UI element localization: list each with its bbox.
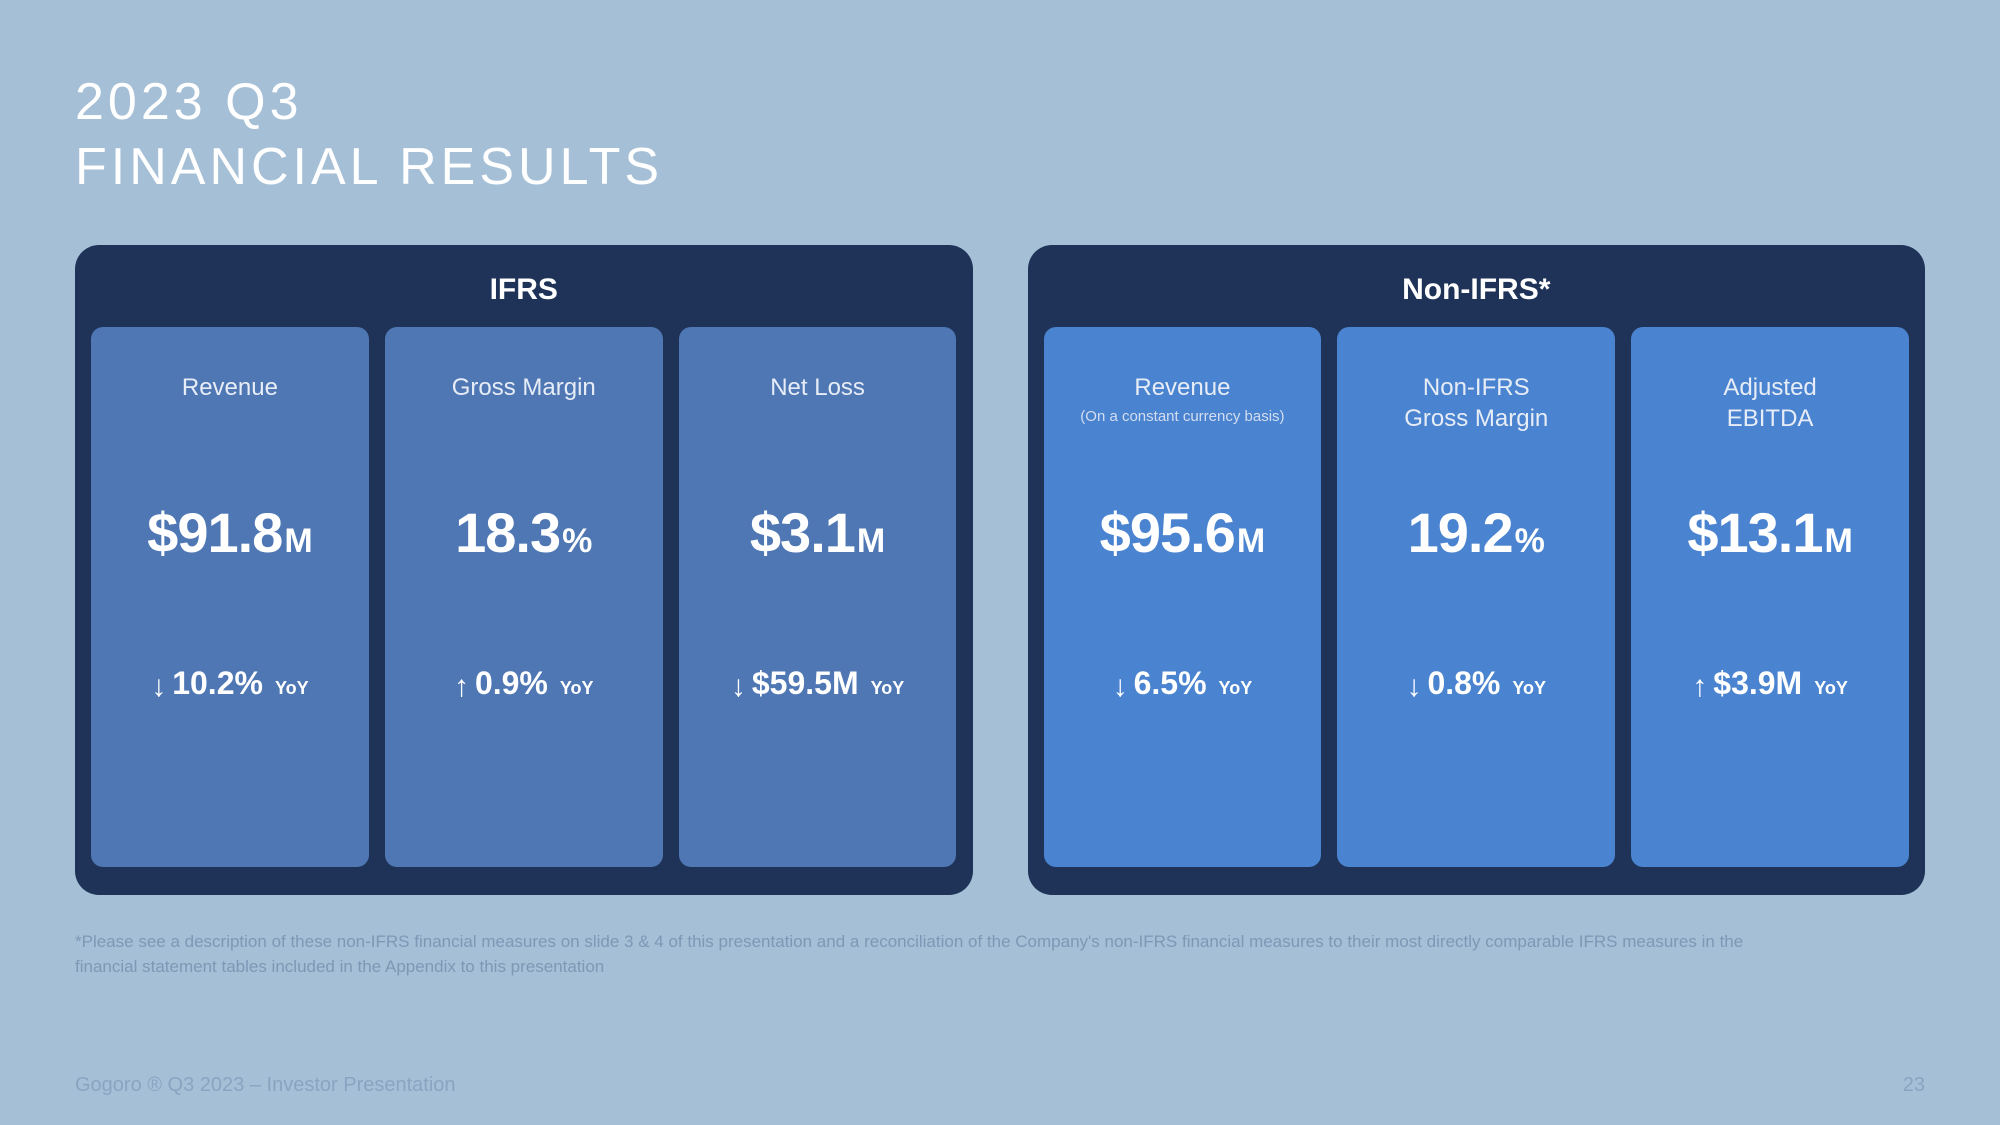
metric-card: Revenue $91.8M ↓10.2%YoY [91, 327, 369, 867]
panel-header: IFRS [91, 265, 957, 327]
arrow-down-icon: ↓ [1406, 670, 1421, 704]
metric-label: Net Loss [770, 372, 865, 442]
metric-change: ↓10.2%YoY [151, 665, 308, 702]
metric-change: ↓6.5%YoY [1113, 665, 1253, 702]
metric-card: Gross Margin 18.3% ↑0.9%YoY [385, 327, 663, 867]
metric-sublabel: (On a constant currency basis) [1080, 407, 1284, 427]
metric-value: $3.1M [750, 500, 885, 565]
footer-left: Gogoro ® Q3 2023 – Investor Presentation [75, 1074, 456, 1097]
metric-change: ↓$59.5MYoY [731, 665, 904, 702]
footnote: *Please see a description of these non-I… [75, 930, 1795, 979]
metric-label: Revenue(On a constant currency basis) [1080, 372, 1284, 442]
arrow-up-icon: ↑ [454, 670, 469, 704]
metric-label: Non-IFRSGross Margin [1404, 372, 1548, 442]
metric-card: AdjustedEBITDA $13.1M ↑$3.9MYoY [1631, 327, 1909, 867]
arrow-up-icon: ↑ [1692, 670, 1707, 704]
arrow-down-icon: ↓ [1113, 670, 1128, 704]
metric-change: ↓0.8%YoY [1406, 665, 1546, 702]
arrow-down-icon: ↓ [151, 670, 166, 704]
metrics-panel: Non-IFRS*Revenue(On a constant currency … [1028, 245, 1926, 895]
cards-row: Revenue $91.8M ↓10.2%YoY Gross Margin 18.3% ↑… [91, 327, 957, 867]
slide: 2023 Q3 FINANCIAL RESULTS IFRS Revenue $91… [0, 0, 2000, 1125]
cards-row: Revenue(On a constant currency basis) $95… [1044, 327, 1910, 867]
title-line-1: 2023 Q3 [75, 70, 1925, 135]
metric-label: AdjustedEBITDA [1723, 372, 1816, 442]
metric-card: Net Loss $3.1M ↓$59.5MYoY [679, 327, 957, 867]
footer-page-number: 23 [1903, 1074, 1925, 1097]
arrow-down-icon: ↓ [731, 670, 746, 704]
metric-value: 19.2% [1408, 500, 1545, 565]
metric-label: Gross Margin [452, 372, 596, 442]
metric-card: Non-IFRSGross Margin 19.2% ↓0.8%YoY [1337, 327, 1615, 867]
metric-value: $13.1M [1687, 500, 1852, 565]
metric-label: Revenue [182, 372, 278, 442]
metric-value: $95.6M [1100, 500, 1265, 565]
metric-value: $91.8M [147, 500, 312, 565]
metric-card: Revenue(On a constant currency basis) $95… [1044, 327, 1322, 867]
slide-title: 2023 Q3 FINANCIAL RESULTS [75, 70, 1925, 200]
title-line-2: FINANCIAL RESULTS [75, 135, 1925, 200]
metric-change: ↑0.9%YoY [454, 665, 594, 702]
panels-row: IFRS Revenue $91.8M ↓10.2%YoY Gross Margin 18… [75, 245, 1925, 895]
footer: Gogoro ® Q3 2023 – Investor Presentation… [75, 1074, 1925, 1097]
metric-change: ↑$3.9MYoY [1692, 665, 1848, 702]
panel-header: Non-IFRS* [1044, 265, 1910, 327]
metrics-panel: IFRS Revenue $91.8M ↓10.2%YoY Gross Margin 18… [75, 245, 973, 895]
metric-value: 18.3% [455, 500, 592, 565]
